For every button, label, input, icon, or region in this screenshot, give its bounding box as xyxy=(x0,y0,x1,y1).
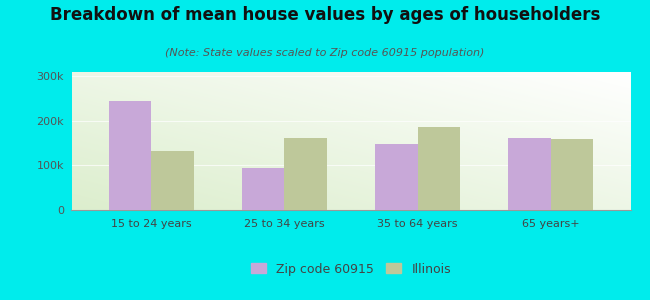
Bar xyxy=(285,138,327,210)
Text: Breakdown of mean house values by ages of householders: Breakdown of mean house values by ages o… xyxy=(50,6,600,24)
Legend: Zip code 60915, Illinois: Zip code 60915, Illinois xyxy=(251,262,451,275)
Bar xyxy=(375,144,417,210)
Text: (Note: State values scaled to Zip code 60915 population): (Note: State values scaled to Zip code 6… xyxy=(165,48,485,58)
Bar xyxy=(242,168,285,210)
Bar xyxy=(109,101,151,210)
Bar xyxy=(508,138,551,210)
Bar xyxy=(551,139,593,210)
Bar xyxy=(151,151,194,210)
Bar xyxy=(417,127,460,210)
